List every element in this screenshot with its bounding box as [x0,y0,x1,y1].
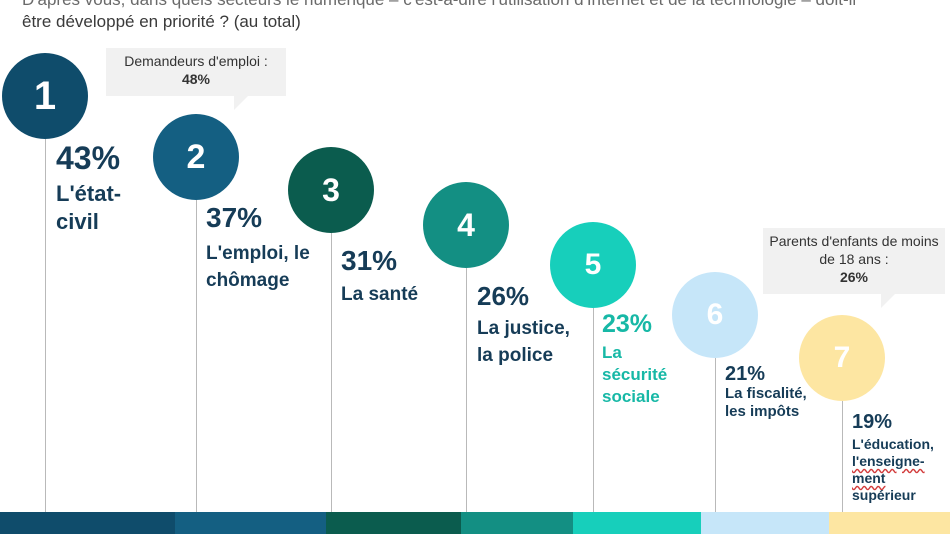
rank-circle-2: 2 [153,114,239,200]
rank-label-line: chômage [206,270,290,291]
color-band [175,512,326,534]
rank-stem [196,200,197,512]
rank-circle-3: 3 [288,147,374,233]
rank-stem [593,308,594,512]
rank-percent: 21% [725,363,766,385]
rank-label-line: La santé [341,284,419,305]
rank-stem [331,233,332,512]
rank-label-line: sécurité [602,365,668,384]
rank-label-line: les impôts [725,403,800,420]
rank-percent: 19% [852,411,893,433]
color-band [326,512,461,534]
rank-label-line: l'enseigne- [852,453,925,469]
question-text: D'après vous, dans quels secteurs le num… [22,0,942,33]
rank-label-line: La justice, [477,318,570,339]
rank-circle-4: 4 [423,182,509,268]
rank-circle-5: 5 [550,222,636,308]
color-band [461,512,573,534]
rank-label-line: La [602,343,622,362]
question-line-2: être développé en priorité ? (au total) [22,12,301,31]
rank-label: L'état-civil [56,180,121,236]
color-band [0,512,175,534]
rank-percent: 37% [206,202,263,233]
rank-label: La sécurité sociale [602,342,667,408]
rank-circle-7: 7 [799,315,885,401]
rank-stem [715,358,716,512]
color-band [829,512,950,534]
rank-label-line: ment [852,470,886,486]
color-band [701,512,829,534]
callout-tail [234,96,248,110]
callout-job-seekers-title: Demandeurs d'emploi : [124,53,268,69]
rank-percent: 23% [602,310,653,338]
rank-label-line: La fiscalité, [725,385,807,402]
rank-stem [466,268,467,512]
rank-label-line: la police [477,345,554,366]
callout-tail [881,294,895,308]
callout-parents-value: 26% [839,269,869,285]
rank-label-line: civil [56,209,99,234]
rank-label-line: L'éducation, [852,436,934,452]
rank-label: La justice, la police [477,315,570,369]
callout-job-seekers: Demandeurs d'emploi : 48% [106,48,286,110]
rank-label: La santé [341,281,418,308]
rank-label: L'éducation, l'enseigne-ment supérieur [852,436,934,504]
rank-label-line: supérieur [852,487,916,503]
rank-percent: 31% [341,245,398,276]
rank-label-line: L'état- [56,181,122,206]
rank-stem [842,401,843,512]
callout-job-seekers-value: 48% [181,71,211,87]
question-line-1: D'après vous, dans quels secteurs le num… [22,0,942,11]
rank-percent: 43% [56,140,121,176]
color-band [573,512,701,534]
rank-label: L'emploi, le chômage [206,240,310,294]
rank-stem [45,139,46,512]
rank-label: La fiscalité, les impôts [725,385,807,421]
rank-circle-1: 1 [2,53,88,139]
rank-percent: 26% [477,281,530,311]
callout-parents: Parents d'enfants de moins de 18 ans : 2… [763,228,945,308]
rank-label-line: sociale [602,387,660,406]
rank-label-line: L'emploi, le [206,243,310,264]
callout-parents-title: Parents d'enfants de moins de 18 ans : [769,233,939,267]
rank-circle-6: 6 [672,272,758,358]
